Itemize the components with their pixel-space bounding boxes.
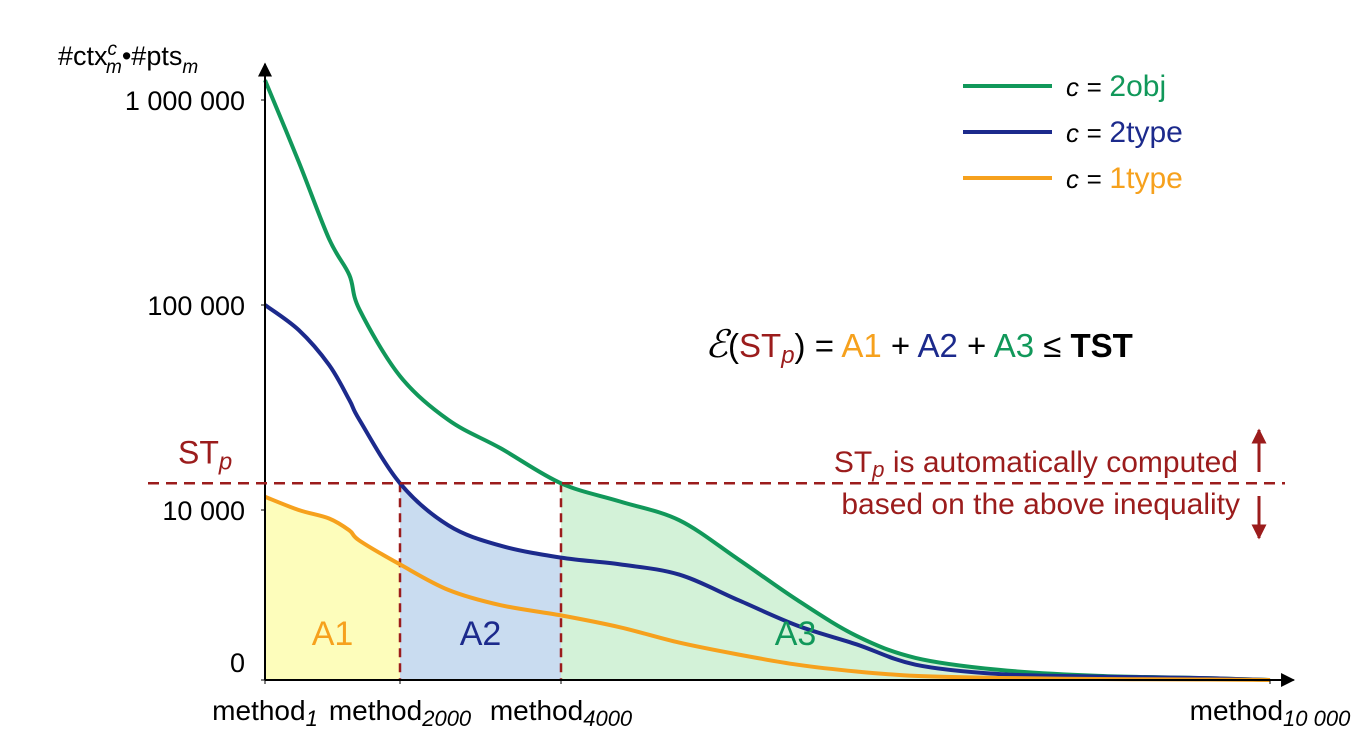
- x-tick-subscript: 2000: [421, 706, 472, 731]
- x-tick-subscript: 10 000: [1283, 706, 1351, 731]
- threshold-label: STp: [178, 434, 232, 475]
- y-tick-label: 10 000: [162, 496, 245, 526]
- legend-prefix: c =: [1066, 164, 1101, 194]
- threshold-text: ST: [178, 434, 219, 470]
- region-label: A3: [775, 615, 817, 653]
- region: [265, 496, 400, 680]
- x-tick-label: method4000: [490, 695, 633, 731]
- legend-prefix: c =: [1066, 118, 1101, 148]
- x-tick-subscript: 1: [306, 706, 318, 731]
- legend-prefix: c =: [1066, 72, 1101, 102]
- y-axis-label: #ctxc m•#ptsm: [58, 39, 198, 78]
- legend-name: 1type: [1109, 162, 1182, 195]
- x-tick-label: method10 000: [1190, 695, 1351, 731]
- y-tick-label: 100 000: [147, 291, 245, 321]
- legend-entry: c = 1type: [1066, 162, 1183, 195]
- legend-name: 2obj: [1109, 70, 1166, 103]
- y-tick-label: 1 000 000: [125, 86, 245, 116]
- region-label: A1: [312, 615, 354, 653]
- legend-entry: c = 2obj: [1066, 70, 1166, 103]
- x-tick-text: method: [490, 695, 583, 726]
- equation: ℰ(STp) = A1 + A2 + A3 ≤ TST: [705, 324, 1133, 369]
- legend-name: 2type: [1109, 116, 1182, 149]
- y-tick-label: 0: [230, 648, 245, 678]
- threshold-note: based on the above inequality: [841, 488, 1240, 521]
- line: [263, 303, 1271, 682]
- x-tick-label: method1: [212, 695, 318, 731]
- legend-entry: c = 2type: [1066, 116, 1183, 149]
- x-tick-text: method: [212, 695, 305, 726]
- line: [263, 79, 1271, 682]
- line: [264, 494, 1271, 682]
- region-label: A2: [460, 615, 502, 653]
- x-tick-text: method: [1190, 695, 1283, 726]
- threshold-note: STp is automatically computed: [834, 446, 1238, 482]
- region: [561, 483, 1270, 680]
- x-tick-subscript: 4000: [583, 706, 633, 731]
- region: [400, 483, 561, 680]
- x-tick-text: method: [329, 695, 422, 726]
- x-tick-label: method2000: [329, 695, 472, 731]
- threshold-subscript: p: [218, 448, 232, 475]
